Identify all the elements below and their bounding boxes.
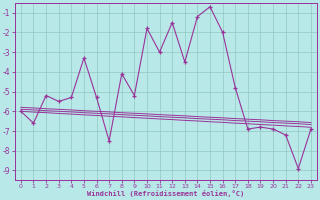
X-axis label: Windchill (Refroidissement éolien,°C): Windchill (Refroidissement éolien,°C) [87,190,244,197]
